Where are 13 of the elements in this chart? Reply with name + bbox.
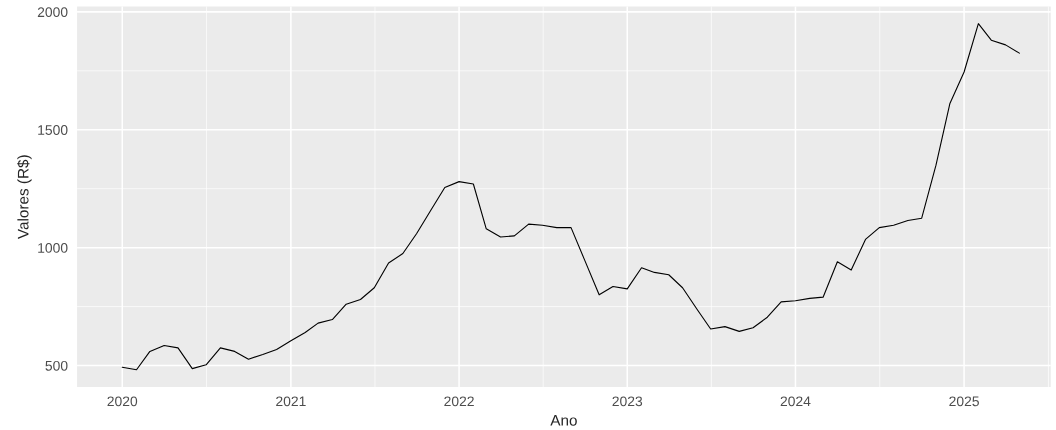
y-tick-label: 500 <box>45 360 68 371</box>
x-tick-label: 2025 <box>949 396 979 407</box>
x-tick-label: 2022 <box>444 396 474 407</box>
line-series <box>121 23 1020 371</box>
y-tick-label: 2000 <box>37 7 68 18</box>
x-axis-title: Ano <box>550 415 577 426</box>
y-tick-label: 1000 <box>38 242 68 253</box>
y-axis-title: Valores (R$) <box>17 155 32 239</box>
x-tick-label: 2023 <box>612 396 643 407</box>
y-tick-label: 1500 <box>38 125 68 135</box>
x-tick-label: 2020 <box>107 396 138 407</box>
x-tick-label: 2024 <box>780 396 811 407</box>
x-tick-label: 2021 <box>276 396 306 407</box>
